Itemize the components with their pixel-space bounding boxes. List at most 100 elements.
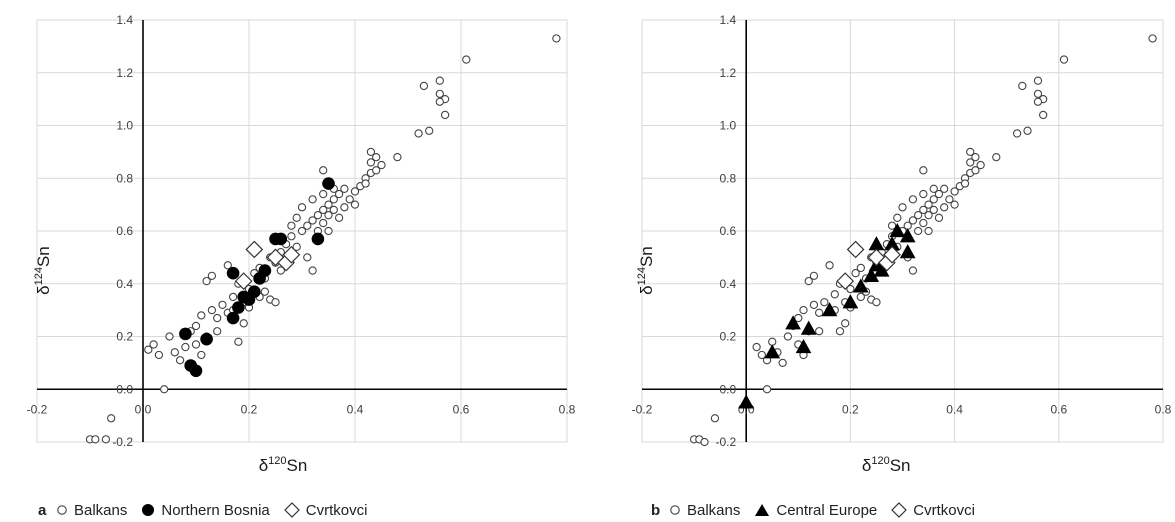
data-point-open-circle: [961, 180, 968, 187]
data-point-open-circle: [230, 293, 237, 300]
y-tick-label: 0.4: [116, 277, 133, 291]
open-circle-icon: [669, 504, 681, 516]
data-point-open-circle: [161, 386, 168, 393]
data-point-open-circle: [842, 320, 849, 327]
data-point-filled-circle: [259, 265, 271, 277]
data-point-open-circle: [857, 264, 864, 271]
data-point-open-circle: [1034, 98, 1041, 105]
y-tick-label: 1.0: [116, 119, 133, 133]
y-tick-label: 1.4: [720, 13, 737, 27]
data-point-open-circle: [378, 161, 385, 168]
data-point-open-circle: [920, 219, 927, 226]
data-point-triangle: [802, 322, 816, 335]
data-point-open-circle: [177, 357, 184, 364]
data-point-open-circle: [304, 254, 311, 261]
data-point-open-circle: [420, 82, 427, 89]
data-point-open-circle: [753, 343, 760, 350]
x-tick-label: 0.8: [1155, 402, 1172, 416]
data-point-open-circle: [394, 154, 401, 161]
data-point-open-circle: [320, 190, 327, 197]
x-tick-label: 0.8: [559, 402, 576, 416]
data-point-open-circle: [915, 227, 922, 234]
filled-triangle-icon: [754, 503, 770, 517]
data-point-open-circle: [816, 328, 823, 335]
data-point-open-circle: [351, 188, 358, 195]
y-tick-label: 1.0: [720, 119, 737, 133]
data-point-filled-circle: [249, 286, 261, 298]
y-tick-label: 0.2: [116, 330, 133, 344]
data-point-open-circle: [214, 314, 221, 321]
scatter-plot-b: -0.2 0.0 0.2 0.4 0.6 0.8-0.20.00.20.40.60.81.…: [587, 0, 1174, 500]
y-tick-label: 0.8: [116, 171, 133, 185]
data-point-open-circle: [341, 204, 348, 211]
data-point-open-circle: [288, 222, 295, 229]
x-tick-label: 0.6: [1050, 402, 1067, 416]
legend-item-central-europe: Central Europe: [754, 502, 877, 519]
data-point-open-circle: [293, 214, 300, 221]
data-point-filled-circle: [227, 312, 239, 324]
open-circle-icon: [56, 504, 68, 516]
data-point-open-circle: [1034, 90, 1041, 97]
data-point-open-circle: [977, 161, 984, 168]
data-point-open-circle: [373, 154, 380, 161]
data-point-open-circle: [821, 299, 828, 306]
open-diamond-icon: [284, 502, 300, 518]
data-point-open-circle: [415, 130, 422, 137]
data-point-open-circle: [261, 288, 268, 295]
panel-letter-a: a: [0, 502, 56, 519]
data-point-open-circle: [362, 180, 369, 187]
data-point-open-circle: [951, 188, 958, 195]
x-axis-label: δ120Sn: [862, 455, 911, 475]
data-point-open-circle: [899, 204, 906, 211]
data-point-open-circle: [894, 214, 901, 221]
legend-item-balkans: Balkans: [669, 502, 740, 519]
data-point-open-circle: [1060, 56, 1067, 63]
data-point-open-circle: [763, 386, 770, 393]
data-point-open-circle: [800, 307, 807, 314]
data-point-filled-circle: [312, 233, 324, 245]
y-tick-label: 0.6: [116, 224, 133, 238]
data-point-open-circle: [826, 262, 833, 269]
data-point-open-circle: [972, 154, 979, 161]
data-point-open-circle: [272, 299, 279, 306]
data-point-open-circle: [769, 338, 776, 345]
data-point-open-circle: [711, 415, 718, 422]
y-tick-label: -0.2: [112, 435, 133, 449]
x-tick-label: 0.2: [241, 402, 258, 416]
y-tick-label: -0.2: [716, 435, 737, 449]
data-point-open-circle: [320, 219, 327, 226]
data-point-open-circle: [1019, 82, 1026, 89]
data-point-open-circle: [993, 154, 1000, 161]
data-point-open-circle: [951, 201, 958, 208]
data-point-open-circle: [208, 272, 215, 279]
data-point-open-circle: [1014, 130, 1021, 137]
data-point-open-circle: [330, 206, 337, 213]
data-point-open-circle: [288, 233, 295, 240]
legend-item-northern-bosnia: Northern Bosnia: [141, 502, 269, 519]
data-point-open-circle: [108, 415, 115, 422]
data-point-filled-circle: [227, 267, 239, 279]
data-point-open-circle: [155, 351, 162, 358]
data-point-open-circle: [930, 185, 937, 192]
data-point-open-circle: [810, 272, 817, 279]
y-tick-label: 0.4: [720, 277, 737, 291]
x-tick-label: 0.2: [842, 402, 859, 416]
legend-item-cvrtkovci: Cvrtkovci: [891, 502, 975, 519]
data-point-open-circle: [192, 322, 199, 329]
data-point-open-circle: [816, 309, 823, 316]
data-point-open-circle: [810, 301, 817, 308]
legend-label: Central Europe: [776, 502, 877, 519]
data-point-open-circle: [92, 436, 99, 443]
x-tick-label: 0.4: [946, 402, 963, 416]
data-point-open-circle: [941, 185, 948, 192]
data-point-open-circle: [1024, 127, 1031, 134]
x-tick-label: -0.2: [27, 402, 48, 416]
data-point-open-circle: [309, 196, 316, 203]
data-point-open-circle: [351, 201, 358, 208]
chart-panel-a: -0.2 0.0 0.2 0.4 0.6 0.8 -0.2 0.0 0.2 0.4 0.6 0.8 1.…: [0, 0, 587, 522]
panel-letter-b: b: [613, 502, 669, 519]
data-point-open-circle: [1034, 77, 1041, 84]
y-tick-label: 0.6: [720, 224, 737, 238]
data-point-open-circle: [336, 214, 343, 221]
data-point-open-circle: [442, 111, 449, 118]
